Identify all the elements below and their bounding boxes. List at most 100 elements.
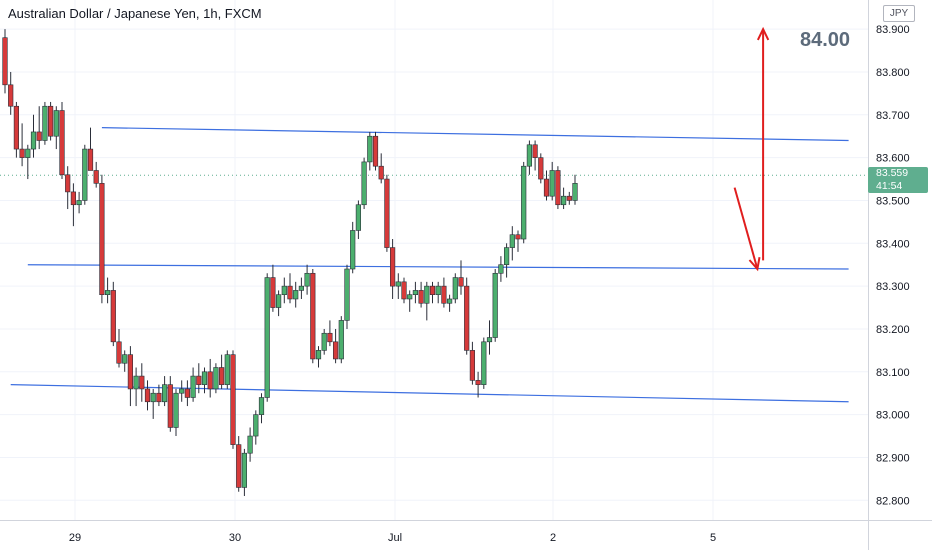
candle-body [492, 272, 498, 338]
candle [122, 350, 128, 372]
candle-body [572, 183, 578, 201]
candle [384, 174, 390, 252]
candle-body [429, 285, 436, 295]
candle-body [543, 178, 550, 197]
candle [464, 277, 470, 355]
candle-body [498, 264, 504, 274]
candle-body [378, 165, 384, 180]
candle-body [332, 341, 339, 360]
candle [201, 367, 208, 394]
candle-body [372, 135, 379, 167]
y-tick-label: 82.900 [876, 452, 910, 464]
candle-body [224, 354, 230, 385]
candle-body [298, 285, 305, 291]
candle [389, 239, 396, 299]
candle [258, 393, 265, 424]
y-tick-label: 83.900 [876, 24, 910, 36]
candle [70, 183, 76, 227]
currency-button[interactable]: JPY [883, 5, 915, 22]
candle-body [70, 191, 76, 206]
candle-body [65, 174, 71, 193]
candle [247, 427, 253, 462]
candle-body [219, 367, 225, 385]
chart-title: Australian Dollar / Japanese Yen, 1h, FX… [8, 6, 262, 21]
candle [293, 281, 299, 308]
candle [418, 281, 424, 308]
candle [492, 269, 498, 342]
candle-body [236, 444, 242, 488]
candle [458, 260, 464, 295]
candle [475, 371, 481, 398]
down-arrow-shaft [733, 187, 759, 270]
candle [549, 161, 555, 201]
candle-countdown: 41:54 [876, 180, 903, 192]
candle [105, 277, 111, 304]
candle-body [179, 388, 185, 394]
candle-body [122, 354, 128, 364]
candle-body [116, 341, 122, 364]
candle [429, 281, 436, 304]
candle-body [361, 161, 367, 206]
candle-body [247, 435, 253, 454]
candle [435, 281, 441, 304]
candle [196, 363, 202, 394]
candle [59, 101, 65, 180]
candle-body [30, 131, 37, 150]
candle [184, 380, 191, 407]
target-label: 84.00 [800, 29, 851, 51]
candle-body [110, 290, 116, 343]
x-tick-label: Jul [388, 532, 402, 544]
candle [469, 341, 476, 385]
candle [87, 127, 94, 171]
candle-body [521, 165, 527, 240]
candle [521, 161, 527, 244]
candle [270, 264, 276, 312]
candle-body [293, 290, 299, 300]
candle [167, 376, 173, 432]
candle-body [475, 380, 481, 385]
candle-body [253, 414, 259, 437]
candle-body [8, 84, 14, 107]
candle-body [389, 247, 396, 287]
candle-body [76, 200, 82, 206]
candle [224, 350, 230, 389]
candle [2, 29, 8, 94]
candle [526, 140, 532, 175]
candle-body [207, 371, 213, 390]
candle [264, 273, 270, 402]
candle [538, 153, 544, 184]
candle [327, 320, 333, 347]
candle [407, 290, 413, 312]
candle [19, 123, 25, 167]
candle [162, 376, 168, 407]
candle-body [156, 392, 162, 403]
candle [30, 114, 37, 158]
candle [532, 140, 538, 171]
candle [133, 367, 139, 407]
candle [481, 337, 487, 389]
candle [372, 131, 379, 171]
y-tick-label: 83.800 [876, 67, 910, 79]
candle [82, 144, 88, 205]
candle [515, 230, 521, 252]
candle-body [350, 230, 356, 270]
candle-body [87, 148, 94, 171]
candle-body [344, 268, 350, 321]
trendline-channel-bottom [10, 384, 849, 403]
candle-body [310, 272, 316, 360]
candle [395, 273, 401, 299]
candle-body [338, 320, 344, 360]
candle [310, 269, 316, 364]
x-tick-label: 30 [229, 532, 241, 544]
candle-body [452, 277, 458, 300]
candle-body [36, 131, 42, 141]
candle-body [407, 294, 413, 300]
candle [566, 191, 572, 205]
candle [36, 106, 42, 150]
candle-body [167, 384, 173, 428]
candle [486, 320, 493, 355]
last-price-value: 83.559 [876, 167, 909, 179]
candle [452, 273, 458, 304]
candle-body [526, 144, 532, 167]
